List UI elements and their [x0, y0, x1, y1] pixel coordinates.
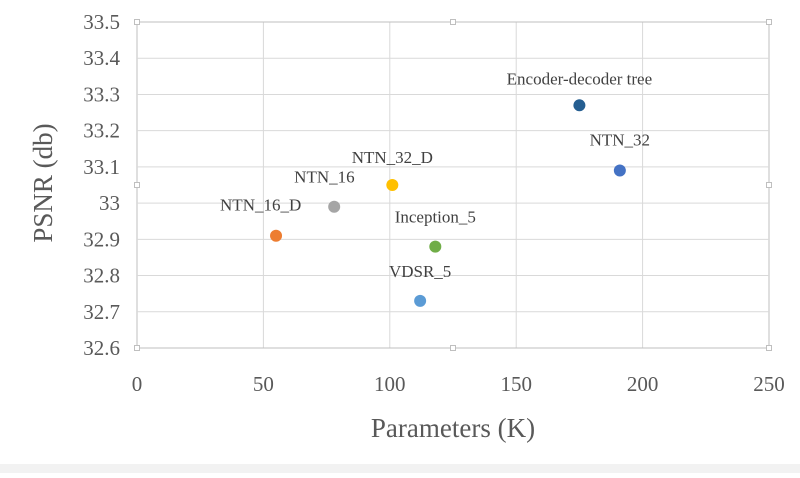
- data-point: [328, 200, 341, 213]
- y-tick-label: 33.3: [83, 82, 120, 106]
- x-tick-label: 50: [253, 372, 274, 396]
- x-tick-label: 100: [374, 372, 406, 396]
- plot-area-handle: [766, 19, 772, 25]
- data-point-label: NTN_32_D: [352, 148, 433, 167]
- data-point: [573, 99, 586, 112]
- data-point-label: NTN_16_D: [220, 196, 301, 215]
- data-point: [429, 240, 442, 253]
- y-tick-label: 33.2: [83, 119, 120, 143]
- plot-area-handle: [134, 345, 140, 351]
- data-point-label: Inception_5: [395, 208, 476, 227]
- gridlines: [134, 19, 772, 351]
- y-tick-label: 33.5: [83, 10, 120, 34]
- data-point: [386, 179, 399, 191]
- tick-labels: 0 50 100 150 200 250 32.6 32.7 32.8 32.9 33 33.1 33.…: [83, 10, 785, 396]
- x-tick-label: 150: [500, 372, 532, 396]
- x-axis-title: Parameters (K): [371, 413, 535, 443]
- y-tick-label: 32.9: [83, 227, 120, 251]
- x-tick-label: 250: [753, 372, 785, 396]
- x-tick-label: 0: [132, 372, 143, 396]
- y-tick-label: 32.7: [83, 300, 120, 324]
- data-point: [414, 294, 427, 307]
- data-points: [270, 99, 626, 307]
- y-tick-label: 33.1: [83, 155, 120, 179]
- data-point: [613, 164, 626, 177]
- plot-area-handle: [766, 182, 772, 188]
- y-tick-label: 33.4: [83, 46, 120, 70]
- bottom-strip: [0, 464, 800, 473]
- plot-area-handle: [766, 345, 772, 351]
- x-tick-label: 200: [627, 372, 659, 396]
- data-point: [270, 229, 283, 242]
- y-tick-label: 32.8: [83, 264, 120, 288]
- plot-area-handle: [134, 182, 140, 188]
- data-point-label: VDSR_5: [389, 262, 451, 281]
- data-point-label: NTN_16: [294, 168, 354, 187]
- data-point-label: Encoder-decoder tree: [507, 69, 652, 88]
- y-tick-label: 32.6: [83, 336, 120, 360]
- y-tick-label: 33: [99, 191, 120, 215]
- plot-area-handle: [134, 19, 140, 25]
- y-axis-title: PSNR (db): [28, 123, 58, 242]
- data-point-label: NTN_32: [590, 131, 650, 150]
- plot-area-handle: [450, 19, 456, 25]
- plot-area-handle: [450, 345, 456, 351]
